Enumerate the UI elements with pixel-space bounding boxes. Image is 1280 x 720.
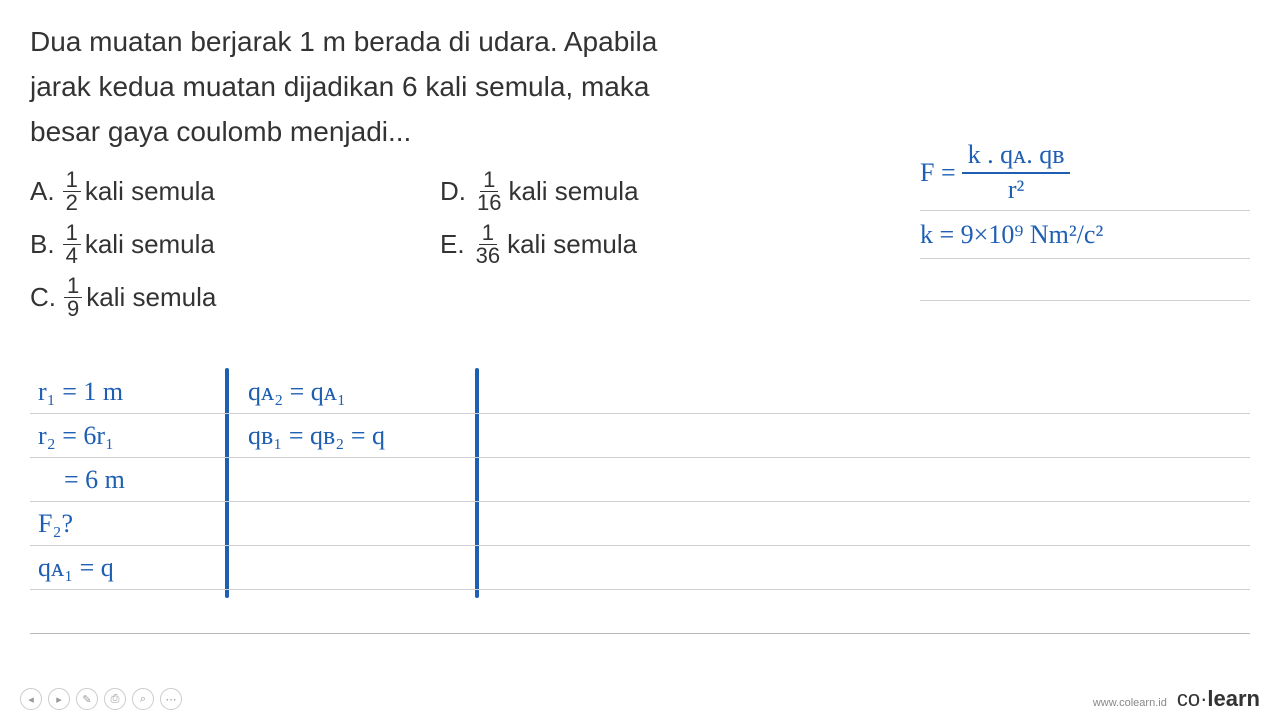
option-fraction: 1 9 xyxy=(64,275,82,320)
question-line-1: Dua muatan berjarak 1 m berada di udara.… xyxy=(30,20,1250,65)
option-suffix: kali semula xyxy=(86,282,216,313)
option-suffix: kali semula xyxy=(507,229,637,260)
option-fraction: 1 36 xyxy=(473,222,503,267)
option-c: C. 1 9 kali semula xyxy=(30,275,440,320)
handwritten-notes: r₁ = 1 m qᴀ₂ = qᴀ₁ r₂ = 6r₁ qʙ₁ = qʙ₂ = … xyxy=(30,370,1250,634)
option-b: B. 1 4 kali semula xyxy=(30,222,440,267)
note-qb: qʙ₁ = qʙ₂ = q xyxy=(230,421,470,451)
option-letter: B. xyxy=(30,229,55,260)
option-letter: D. xyxy=(440,176,466,207)
note-r1: r₁ = 1 m xyxy=(30,377,230,407)
ruled-line xyxy=(920,259,1250,301)
footer-controls: ◂ ▸ ✎ ⎙ ⌕ ⋯ xyxy=(20,688,182,710)
formula-fraction: k . qᴀ. qʙ r² xyxy=(962,141,1071,204)
option-letter: A. xyxy=(30,176,55,207)
option-fraction: 1 16 xyxy=(474,169,504,214)
option-suffix: kali semula xyxy=(85,176,215,207)
footer-url: www.colearn.id xyxy=(1093,697,1167,709)
option-suffix: kali semula xyxy=(508,176,638,207)
brand-logo: co·learn xyxy=(1177,686,1260,712)
note-qa2: qᴀ₂ = qᴀ₁ xyxy=(230,377,470,407)
question-line-2: jarak kedua muatan dijadikan 6 kali semu… xyxy=(30,65,1250,110)
formula-coulomb: F = k . qᴀ. qʙ r² xyxy=(920,135,1250,211)
footer-brand: www.colearn.id co·learn xyxy=(1093,686,1260,712)
note-r2: r₂ = 6r₁ xyxy=(30,421,230,451)
note-f2: F₂? xyxy=(30,509,230,539)
footer: ◂ ▸ ✎ ⎙ ⌕ ⋯ www.colearn.id co·learn xyxy=(0,686,1280,712)
option-d: D. 1 16 kali semula xyxy=(440,169,840,214)
option-suffix: kali semula xyxy=(85,229,215,260)
option-fraction: 1 4 xyxy=(63,222,81,267)
more-icon[interactable]: ⋯ xyxy=(160,688,182,710)
play-icon[interactable]: ▸ xyxy=(48,688,70,710)
formula-annotations: F = k . qᴀ. qʙ r² k = 9×10⁹ Nm²/c² xyxy=(920,135,1250,301)
option-fraction: 1 2 xyxy=(63,169,81,214)
save-icon[interactable]: ⎙ xyxy=(104,688,126,710)
note-qa1: qᴀ₁ = q xyxy=(30,553,230,583)
option-letter: E. xyxy=(440,229,465,260)
formula-constant: k = 9×10⁹ Nm²/c² xyxy=(920,211,1250,259)
option-letter: C. xyxy=(30,282,56,313)
back-icon[interactable]: ◂ xyxy=(20,688,42,710)
search-icon[interactable]: ⌕ xyxy=(132,688,154,710)
note-r2b: = 6 m xyxy=(30,465,230,495)
pen-icon[interactable]: ✎ xyxy=(76,688,98,710)
option-e: E. 1 36 kali semula xyxy=(440,222,840,267)
option-a: A. 1 2 kali semula xyxy=(30,169,440,214)
